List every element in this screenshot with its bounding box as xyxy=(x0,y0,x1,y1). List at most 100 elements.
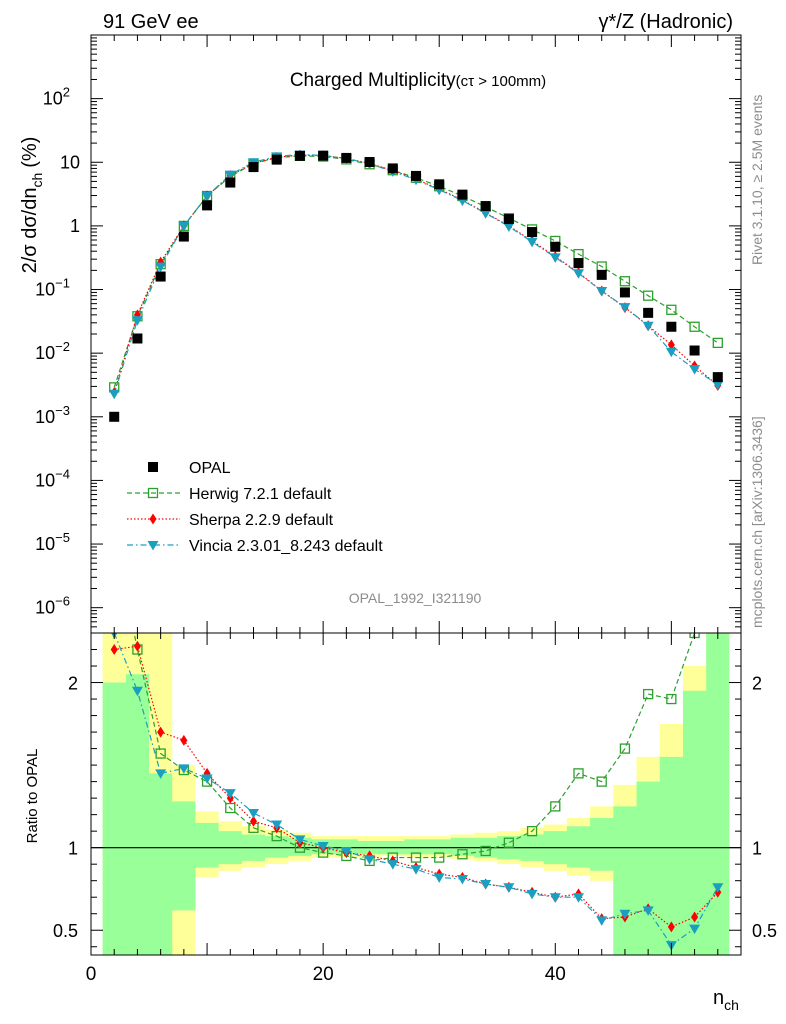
ratio-point-s0-14 xyxy=(434,852,445,863)
ratio-point-s1-24 xyxy=(667,921,675,933)
main-ylabel: 2/σ dσ/dnch (%) xyxy=(19,137,45,274)
ratio-point-s2-7 xyxy=(271,820,283,831)
ratio-xlabel: nch xyxy=(713,987,739,1013)
y-tick-label-7: 10 xyxy=(60,152,80,172)
data-point-s3-2 xyxy=(155,262,167,273)
y-tick-label-base: 10 xyxy=(43,89,63,109)
ratio-axes: 0.5 0.51 12 20 20 40 xyxy=(53,633,777,985)
data-point-s3-17 xyxy=(503,222,515,232)
ratio-point-s0-18 xyxy=(526,826,538,837)
data-point-s3-19 xyxy=(549,253,561,263)
y-tick-label-exp: −3 xyxy=(55,403,70,418)
y-tick-label-1: 10−5 xyxy=(35,530,70,554)
data-point-s0-12 xyxy=(387,163,398,174)
data-point-s3-20 xyxy=(573,269,584,279)
data-point-s0-16 xyxy=(480,201,491,212)
y-tick-label-exp: 2 xyxy=(63,85,70,100)
data-point-s3-0 xyxy=(108,389,120,400)
data-point-s0-24 xyxy=(666,321,677,332)
data-point-s3-1 xyxy=(131,316,143,326)
legend-label-2: Sherpa 2.2.9 default xyxy=(189,512,334,529)
data-point-s2-24 xyxy=(667,339,675,351)
ratio-point-s2-26 xyxy=(712,883,724,893)
ratio-point-s1-6 xyxy=(250,815,257,827)
ratio-plot-area xyxy=(91,633,741,955)
data-point-s0-5 xyxy=(225,177,236,188)
y-tick-label-base: 10 xyxy=(35,598,55,618)
series-line-1 xyxy=(113,155,719,388)
data-point-s3-22 xyxy=(619,303,631,313)
data-point-s0-13 xyxy=(411,170,421,181)
ratio-point-s2-10 xyxy=(340,846,352,857)
data-point-s0-26 xyxy=(712,372,723,383)
y-tick-label-5: 10−1 xyxy=(35,276,70,300)
ratio-y-label-right-0: 0.5 xyxy=(752,921,777,941)
ratio-point-s0-15 xyxy=(457,849,468,860)
ratio-point-s1-25 xyxy=(691,911,699,923)
data-point-s0-14 xyxy=(434,179,445,190)
ratio-point-s0-24 xyxy=(666,693,677,705)
mcplots-label: mcplots.cern.ch [arXiv:1306.3436] xyxy=(749,416,765,628)
main-ylabel-unit: (%) xyxy=(19,137,41,168)
ratio-point-s2-23 xyxy=(642,906,654,916)
data-point-s1-25 xyxy=(689,321,700,332)
y-tick-label-2: 10−4 xyxy=(35,466,70,490)
ratio-point-s2-13 xyxy=(410,865,422,875)
data-point-s0-22 xyxy=(619,287,630,298)
ratio-point-s2-17 xyxy=(503,883,515,893)
data-point-s1-24 xyxy=(666,304,677,315)
data-point-s1-22 xyxy=(619,276,631,287)
ratio-point-s2-19 xyxy=(549,893,561,903)
data-point-s0-9 xyxy=(318,150,329,161)
ratio-point-s2-2 xyxy=(155,769,167,779)
ratio-point-s1-3 xyxy=(180,734,188,746)
data-point-s0-11 xyxy=(364,156,375,167)
header-left: 91 GeV ee xyxy=(103,11,199,33)
y-tick-label-6: 1 xyxy=(70,216,80,236)
ratio-point-s1-0 xyxy=(110,644,118,656)
data-point-s3-5 xyxy=(224,170,236,181)
ratio-point-s0-20 xyxy=(573,768,584,779)
rivet-label: Rivet 3.1.10, ≥ 2.5M events xyxy=(749,95,765,265)
ratio-point-s2-25 xyxy=(689,924,701,935)
ratio-point-s2-3 xyxy=(178,764,190,774)
data-point-s0-8 xyxy=(294,150,305,161)
data-point-s0-18 xyxy=(527,227,538,238)
ratio-point-s2-5 xyxy=(224,789,236,799)
ratio-point-s2-6 xyxy=(248,808,259,819)
ratio-point-s0-19 xyxy=(550,801,561,812)
y-tick-label-base: 10 xyxy=(60,152,80,172)
data-point-s0-25 xyxy=(689,345,700,356)
x-tick-label-2: 40 xyxy=(545,964,566,985)
ratio-xlabel-text: n xyxy=(713,987,724,1009)
data-point-s3-23 xyxy=(642,321,654,332)
ratio-line-0 xyxy=(133,633,696,862)
data-point-s0-2 xyxy=(155,271,166,282)
ratio-point-s0-21 xyxy=(596,776,607,787)
y-tick-label-3: 10−3 xyxy=(35,403,70,427)
ratio-point-s2-1 xyxy=(131,686,143,697)
data-point-s0-6 xyxy=(248,162,259,173)
y-tick-label-exp: −5 xyxy=(55,530,70,545)
ratio-point-s2-22 xyxy=(619,909,631,920)
ratio-y-label-left-2: 2 xyxy=(68,674,78,694)
x-tick-label-0: 0 xyxy=(86,964,97,985)
data-point-s0-21 xyxy=(596,269,607,280)
ratio-point-s0-23 xyxy=(642,688,654,700)
uncertainty-band-green xyxy=(102,633,730,955)
ratio-xlabel-sub: ch xyxy=(724,997,739,1013)
ratio-y-label-right-2: 2 xyxy=(752,674,762,694)
ratio-point-s0-22 xyxy=(619,743,631,754)
y-tick-label-base: 10 xyxy=(35,407,55,427)
uncertainty-band-yellow xyxy=(102,633,730,955)
series-line-3 xyxy=(113,153,719,394)
main-title: Charged Multiplicity(cτ > 100mm) xyxy=(290,70,546,91)
ratio-line-1 xyxy=(114,645,719,928)
y-tick-label-exp: −1 xyxy=(55,276,70,291)
main-title-text: Charged Multiplicity xyxy=(290,70,456,91)
data-point-s0-23 xyxy=(643,307,654,318)
legend: OPAL Herwig 7.2.1 default Sherpa 2.2.9 def… xyxy=(127,460,383,555)
data-point-s3-26 xyxy=(712,380,724,391)
